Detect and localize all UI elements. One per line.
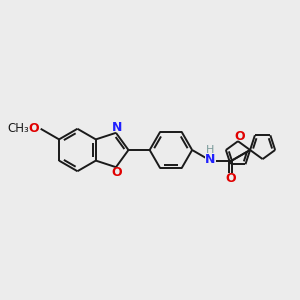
Text: N: N bbox=[111, 121, 122, 134]
Text: O: O bbox=[28, 122, 39, 135]
Text: N: N bbox=[205, 153, 216, 166]
Text: O: O bbox=[234, 130, 244, 143]
Text: O: O bbox=[226, 172, 236, 185]
Text: O: O bbox=[111, 166, 122, 179]
Text: H: H bbox=[206, 145, 215, 155]
Text: CH₃: CH₃ bbox=[8, 122, 29, 135]
